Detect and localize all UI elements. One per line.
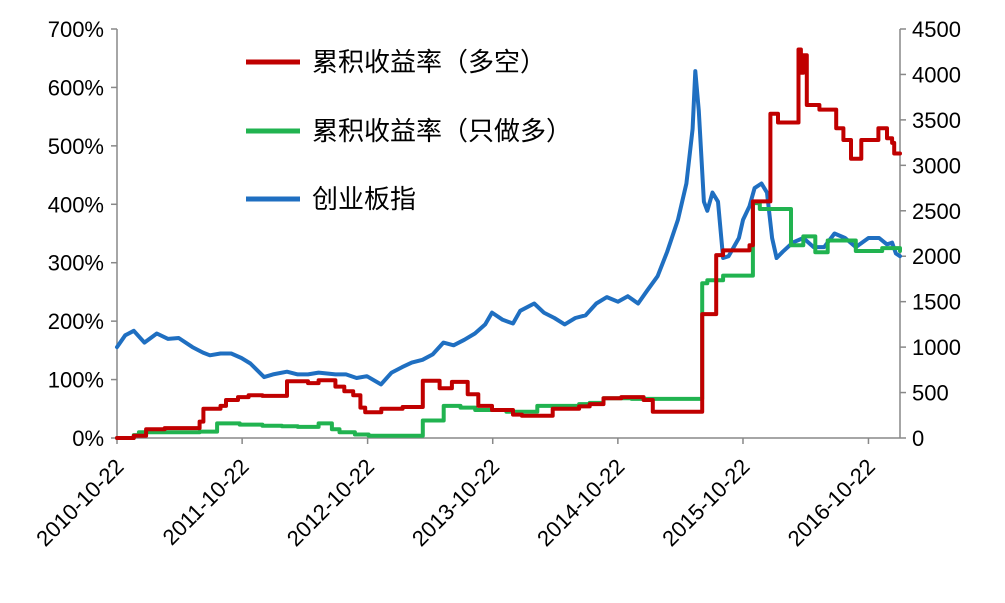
right-y-tick-label: 1500 — [912, 290, 961, 315]
right-y-tick-label: 1000 — [912, 335, 961, 360]
x-tick-label: 2015-10-22 — [657, 454, 754, 551]
left-y-tick-label: 0% — [72, 426, 104, 451]
left-y-tick-label: 200% — [48, 309, 104, 334]
x-tick-label: 2014-10-22 — [532, 454, 629, 551]
legend-label-1: 累积收益率（只做多） — [312, 117, 572, 147]
series-layer — [115, 47, 902, 440]
right-y-tick-label: 3500 — [912, 108, 961, 133]
right-y-tick-label: 0 — [912, 426, 924, 451]
left-y-tick-label: 400% — [48, 192, 104, 217]
legend-label-0: 累积收益率（多空） — [312, 48, 546, 78]
left-y-tick-label: 700% — [48, 17, 104, 42]
right-y-tick-label: 2500 — [912, 199, 961, 224]
series-line-0 — [115, 47, 902, 440]
left-y-tick-label: 600% — [48, 75, 104, 100]
right-y-tick-label: 2000 — [912, 244, 961, 269]
x-tick-label: 2012-10-22 — [282, 454, 379, 551]
left-y-tick-label: 300% — [48, 251, 104, 276]
left-y-tick-label: 100% — [48, 368, 104, 393]
left-y-tick-label: 500% — [48, 134, 104, 159]
legend-label-2: 创业板指 — [312, 185, 416, 215]
x-tick-label: 2010-10-22 — [31, 454, 128, 551]
right-y-tick-label: 4500 — [912, 17, 961, 42]
x-tick-label: 2016-10-22 — [783, 454, 880, 551]
right-y-tick-label: 500 — [912, 381, 949, 406]
series-line-2 — [115, 69, 902, 387]
right-y-tick-label: 3000 — [912, 153, 961, 178]
right-y-tick-label: 4000 — [912, 62, 961, 87]
x-tick-label: 2013-10-22 — [407, 454, 504, 551]
axes: 0% 100% 200% 300% 400% 500% 600% 700% 0 500 1000 15… — [31, 17, 961, 551]
legend: 累积收益率（多空） 累积收益率（只做多） 创业板指 — [246, 48, 572, 215]
x-tick-label: 2011-10-22 — [158, 454, 254, 550]
